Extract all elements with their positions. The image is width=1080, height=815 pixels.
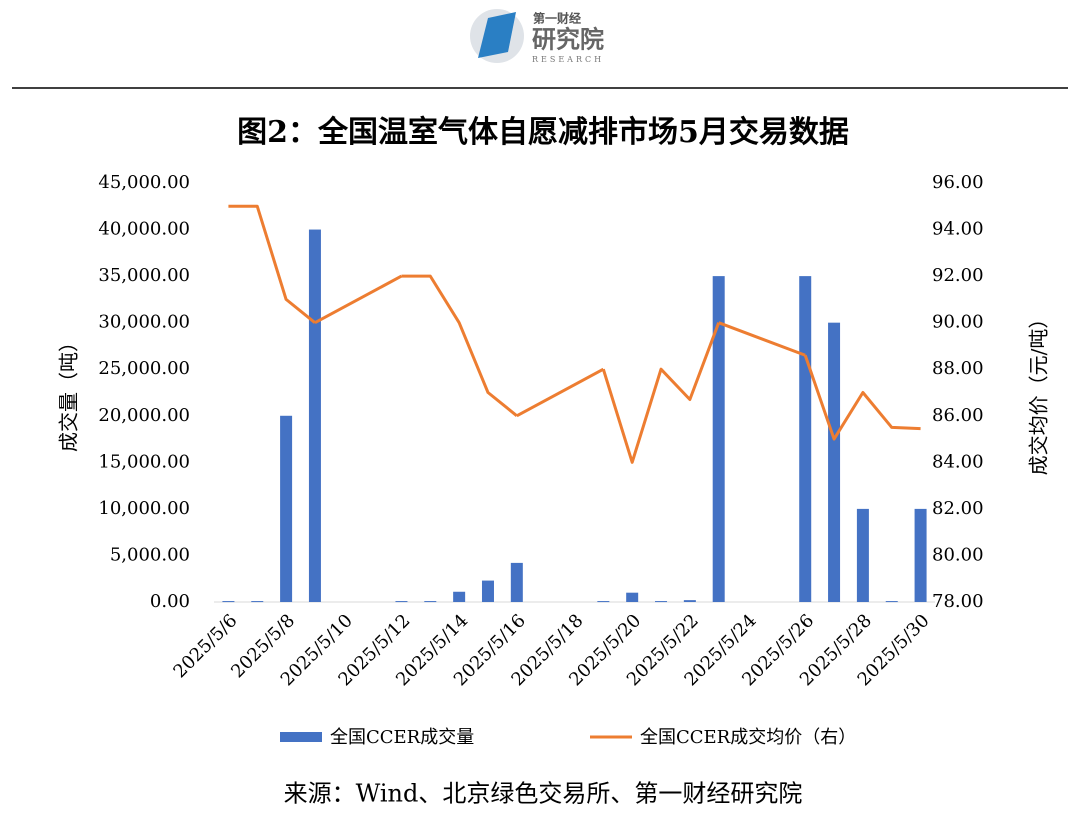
y-axis-label: 成交量（吨）	[57, 332, 81, 452]
y2-tick-label: 86.00	[932, 405, 984, 426]
line-series	[601, 322, 721, 464]
bar	[655, 601, 668, 603]
bar	[280, 415, 293, 602]
bar	[799, 276, 812, 602]
y2-tick-label: 82.00	[932, 498, 984, 519]
logo-shape	[478, 12, 516, 58]
y2-tick-label: 80.00	[932, 544, 984, 565]
line-series	[803, 354, 921, 441]
bar	[395, 601, 408, 603]
bar	[712, 276, 725, 602]
y-tick-label: 10,000.00	[98, 498, 190, 519]
bar	[308, 229, 321, 603]
bar	[510, 562, 523, 602]
line-connector	[718, 321, 806, 357]
bar	[856, 508, 869, 602]
bar	[626, 592, 639, 602]
bar	[828, 322, 841, 602]
legend-label: 全国CCER成交量	[330, 727, 474, 748]
y2-tick-label: 84.00	[932, 451, 984, 472]
logo: 第一财经 研究院 RESEARCH	[470, 9, 604, 64]
bar	[597, 601, 610, 603]
y2-tick-label: 92.00	[932, 265, 984, 286]
y2-tick-label: 78.00	[932, 591, 984, 612]
y-tick-label: 40,000.00	[98, 219, 190, 240]
bar	[453, 591, 466, 602]
bar	[683, 600, 696, 602]
bar	[481, 580, 494, 602]
y-tick-label: 45,000.00	[98, 172, 190, 193]
bar	[222, 601, 235, 603]
line-connector	[314, 274, 403, 324]
legend-label: 全国CCER成交均价（右）	[640, 727, 856, 748]
line-connector	[516, 367, 605, 418]
y2-axis-label: 成交均价（元/吨）	[1027, 309, 1051, 476]
bar	[885, 601, 898, 603]
y2-tick-label: 90.00	[932, 312, 984, 333]
y-tick-label: 35,000.00	[98, 265, 190, 286]
y-tick-label: 20,000.00	[98, 405, 190, 426]
y2-tick-label: 88.00	[932, 358, 984, 379]
logo-sub: RESEARCH	[532, 55, 604, 64]
logo-main: 研究院	[532, 25, 604, 54]
bar	[251, 601, 264, 603]
bar	[424, 601, 437, 603]
line-series	[228, 204, 316, 324]
y-tick-label: 5,000.00	[110, 544, 190, 565]
y2-tick-label: 96.00	[932, 172, 984, 193]
chart-title: 图2：全国温室气体自愿减排市场5月交易数据	[237, 115, 849, 150]
logo-top: 第一财经	[533, 11, 581, 26]
line-series	[401, 274, 518, 417]
y2-tick-label: 94.00	[932, 219, 984, 240]
bar	[914, 508, 927, 602]
source: 来源：Wind、北京绿色交易所、第一财经研究院	[284, 780, 803, 808]
y-tick-label: 0.00	[150, 591, 190, 612]
y-tick-label: 30,000.00	[98, 312, 190, 333]
legend-swatch	[280, 732, 322, 742]
y-tick-label: 25,000.00	[98, 358, 190, 379]
y-tick-label: 15,000.00	[98, 451, 190, 472]
